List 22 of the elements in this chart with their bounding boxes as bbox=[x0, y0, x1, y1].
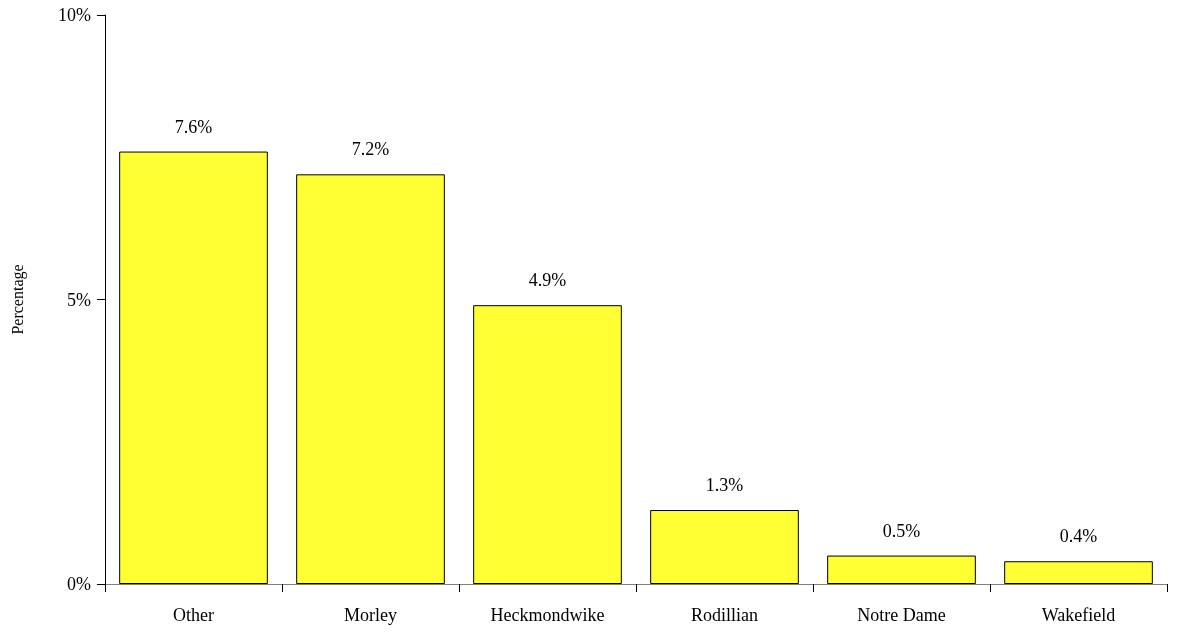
data-label: 7.6% bbox=[174, 116, 213, 137]
bar bbox=[827, 555, 976, 584]
x-tick-label: Other bbox=[173, 605, 214, 625]
bar bbox=[296, 174, 445, 584]
bar bbox=[650, 510, 799, 584]
bar bbox=[1004, 561, 1153, 584]
y-axis-title: Percentage bbox=[8, 264, 27, 335]
x-tick-label: Notre Dame bbox=[857, 605, 946, 625]
x-tick-label: Wakefield bbox=[1041, 605, 1116, 625]
y-tick-label: 10% bbox=[58, 5, 91, 25]
y-tick-label: 0% bbox=[67, 574, 91, 594]
data-label: 0.5% bbox=[882, 520, 921, 541]
data-label: 7.2% bbox=[351, 139, 390, 160]
data-label: 1.3% bbox=[705, 475, 744, 496]
x-tick-label: Rodillian bbox=[691, 605, 758, 625]
y-tick-label: 5% bbox=[67, 289, 91, 310]
bar bbox=[119, 151, 268, 584]
data-label: 0.4% bbox=[1059, 526, 1098, 547]
x-tick-label: Morley bbox=[344, 605, 397, 625]
bar bbox=[473, 305, 622, 584]
data-label: 4.9% bbox=[528, 270, 567, 291]
x-tick-label: Heckmondwike bbox=[490, 605, 605, 625]
